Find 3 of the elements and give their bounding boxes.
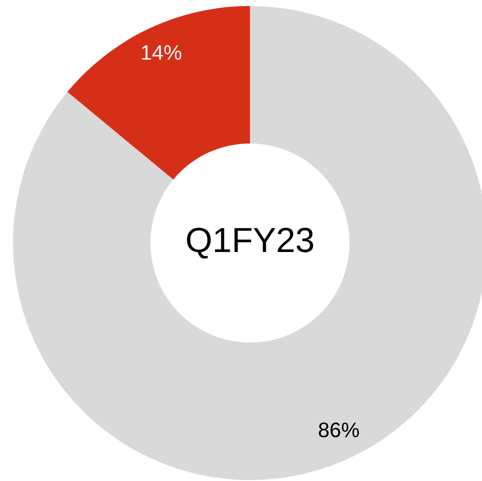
- data-label: 14%: [142, 45, 182, 60]
- data-label: 86%: [318, 422, 359, 438]
- text: Q1FY23: [186, 228, 314, 259]
